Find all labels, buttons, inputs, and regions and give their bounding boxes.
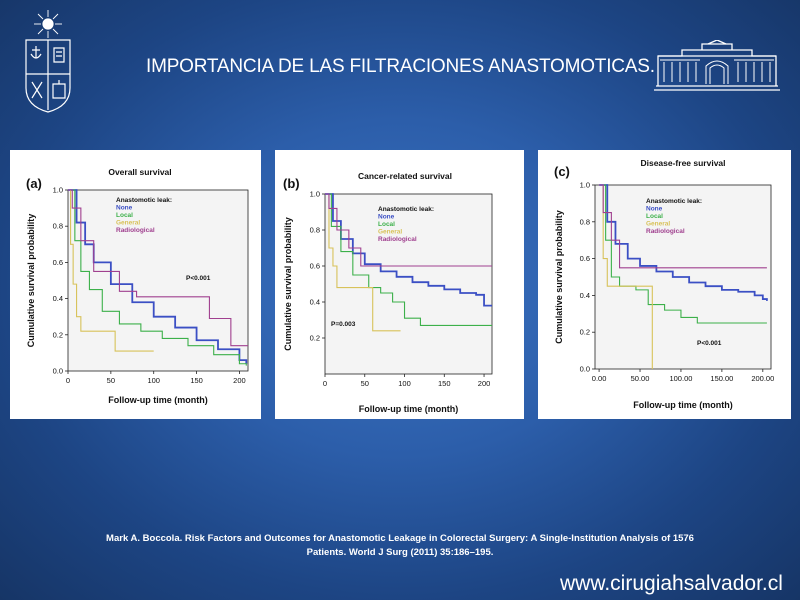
x-tick-label: 100 [398, 379, 411, 388]
x-tick-label: 50 [107, 376, 115, 385]
series-line-none [68, 189, 248, 364]
chart-disease-free-survival: (c) Disease-free survival 0.00 50.00 100.00 1… [538, 150, 791, 419]
x-tick-label: 50.00 [631, 374, 650, 383]
legend-title: Anastomotic leak: [646, 198, 702, 205]
legend-title: Anastomotic leak: [116, 197, 172, 204]
legend-title: Anastomotic leak: [378, 206, 434, 213]
series-line-none [325, 193, 492, 307]
y-tick-label: 1.0 [310, 190, 320, 199]
legend-item-local: Local [646, 213, 663, 220]
legend-item-local: Local [378, 221, 395, 228]
x-tick-label: 50 [361, 379, 369, 388]
y-tick-label: 0.4 [310, 298, 320, 307]
cancer-related-survival-plot: (b) Cancer-related survival 0 50 100 150 200 0.… [283, 171, 493, 414]
legend-item-radiological: Radiological [378, 236, 417, 243]
series-line-general [325, 193, 401, 332]
x-tick-label: 200.00 [751, 374, 774, 383]
legend-item-radiological: Radiological [116, 227, 155, 234]
legend-item-none: None [378, 214, 395, 221]
x-tick-label: 150 [190, 376, 203, 385]
series-line-local [599, 184, 767, 324]
y-tick-label: 1.0 [53, 186, 63, 195]
y-tick-label: 0.8 [53, 222, 63, 231]
legend-item-general: General [378, 229, 402, 236]
university-crest-logo [25, 10, 71, 113]
x-tick-label: 0.00 [592, 374, 607, 383]
y-tick-label: 0.8 [580, 217, 590, 226]
x-tick-label: 200 [478, 379, 491, 388]
legend-item-none: None [646, 206, 663, 213]
y-tick-label: 0.4 [580, 291, 590, 300]
y-tick-label: 0.8 [310, 226, 320, 235]
chart-title: Cancer-related survival [358, 171, 452, 181]
series-line-general [68, 189, 154, 352]
series-line-local [68, 189, 247, 366]
legend-item-radiological: Radiological [646, 228, 685, 235]
plot-area [324, 193, 493, 375]
x-axis-label: Follow-up time (month) [359, 404, 458, 414]
panel-label: (a) [26, 176, 42, 191]
legend-item-general: General [646, 221, 670, 228]
legend-item-local: Local [116, 212, 133, 219]
p-value-annotation: P<0.001 [186, 275, 211, 282]
overall-survival-plot: (a) Overall survival 0 50 100 150 200 0.0 0.2 0.4… [26, 167, 249, 405]
x-tick-label: 0 [66, 376, 70, 385]
slide-title: IMPORTANCIA DE LAS FILTRACIONES ANASTOMO… [146, 56, 655, 77]
x-tick-label: 100.00 [669, 374, 692, 383]
university-building-logo [654, 40, 780, 91]
p-value-annotation: P<0.001 [697, 340, 722, 347]
legend-item-general: General [116, 220, 140, 227]
citation: Mark A. Boccola. Risk Factors and Outcom… [60, 532, 740, 560]
y-axis-label: Cumulative survival probability [26, 214, 36, 348]
legend-item-none: None [116, 205, 133, 212]
citation-line-1: Mark A. Boccola. Risk Factors and Outcom… [106, 533, 694, 544]
chart-title: Overall survival [108, 167, 171, 177]
y-tick-label: 0.6 [580, 254, 590, 263]
y-axis-label: Cumulative survival probability [283, 217, 293, 351]
chart-cancer-related-survival: (b) Cancer-related survival 0 50 100 150 200 0.… [275, 150, 524, 419]
y-tick-label: 1.0 [580, 181, 590, 190]
chart-overall-survival: (a) Overall survival 0 50 100 150 200 0.0 0.2 0.4… [10, 150, 261, 419]
p-value-annotation: P=0.003 [331, 321, 356, 328]
plot-area [67, 189, 249, 372]
series-line-radiological [325, 193, 492, 267]
chart-title: Disease-free survival [640, 158, 725, 168]
x-tick-label: 0 [323, 379, 327, 388]
y-tick-label: 0.0 [53, 367, 63, 376]
y-tick-label: 0.0 [580, 365, 590, 374]
y-tick-label: 0.6 [310, 262, 320, 271]
panel-label: (b) [283, 176, 300, 191]
x-tick-label: 100 [147, 376, 160, 385]
x-tick-label: 150 [438, 379, 451, 388]
series-line-radiological [68, 189, 248, 347]
series-line-local [325, 193, 492, 326]
x-tick-label: 200 [233, 376, 246, 385]
citation-line-2: Patients. World J Surg (2011) 35:186–195… [306, 547, 494, 558]
y-axis-label: Cumulative survival probability [554, 210, 564, 344]
y-tick-label: 0.4 [53, 294, 63, 303]
panel-label: (c) [554, 164, 570, 179]
y-tick-label: 0.2 [310, 334, 320, 343]
y-tick-label: 0.6 [53, 258, 63, 267]
x-axis-label: Follow-up time (month) [633, 400, 732, 410]
y-tick-label: 0.2 [53, 330, 63, 339]
disease-free-survival-plot: (c) Disease-free survival 0.00 50.00 100.00 1… [554, 158, 774, 410]
x-axis-label: Follow-up time (month) [108, 395, 207, 405]
website-link[interactable]: www.cirugiahsalvador.cl [560, 572, 783, 595]
series-line-radiological [599, 184, 767, 269]
x-tick-label: 150.00 [710, 374, 733, 383]
y-tick-label: 0.2 [580, 328, 590, 337]
